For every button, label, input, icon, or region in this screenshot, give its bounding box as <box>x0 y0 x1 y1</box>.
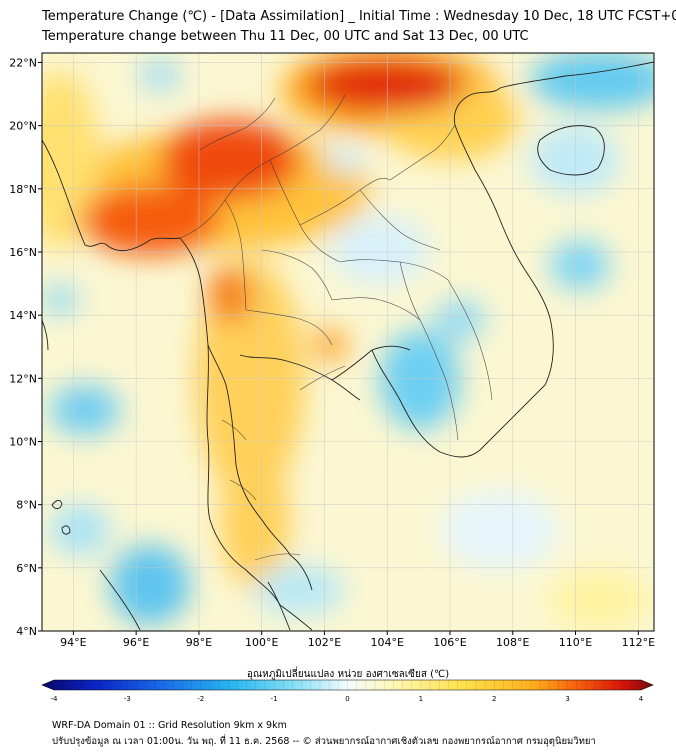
colorbar-tick-label: 0 <box>345 695 349 703</box>
colorbar <box>41 679 654 691</box>
lat-tick-label: 6°N <box>16 562 37 575</box>
footer-credit: ปรับปรุงข้อมูล ณ เวลา 01:00น. วัน พฤ. ที… <box>52 736 596 747</box>
lon-tick-label: 94°E <box>60 636 86 649</box>
colorbar-tick-label: 2 <box>492 695 496 703</box>
coastlines <box>42 61 654 631</box>
colorbar-tick-label: 3 <box>565 695 569 703</box>
footer-model-info: WRF-DA Domain 01 :: Grid Resolution 9km … <box>52 720 287 731</box>
map-title: Temperature Change (℃) - [Data Assimilat… <box>42 9 676 24</box>
lat-tick-label: 22°N <box>9 56 37 69</box>
lat-tick-label: 4°N <box>16 625 37 638</box>
temperature-field <box>42 53 654 631</box>
colorbar-tick-label: 1 <box>419 695 423 703</box>
lat-tick-label: 16°N <box>9 246 37 259</box>
lon-tick-label: 100°E <box>245 636 278 649</box>
lat-tick-label: 8°N <box>16 499 37 512</box>
lon-tick-label: 112°E <box>622 636 655 649</box>
lat-tick-label: 18°N <box>9 183 37 196</box>
lon-tick-label: 106°E <box>433 636 466 649</box>
map-subtitle: Temperature change between Thu 11 Dec, 0… <box>42 29 529 44</box>
colorbar-label: อุณหภูมิเปลี่ยนแปลง หน่วย องศาเซลเซียส (… <box>247 666 449 680</box>
lon-tick-label: 108°E <box>496 636 529 649</box>
lon-tick-label: 98°E <box>186 636 212 649</box>
colorbar-tick-label: -2 <box>197 695 204 703</box>
lat-tick-label: 12°N <box>9 372 37 385</box>
map-frame <box>41 52 655 632</box>
lat-tick-label: 10°N <box>9 435 37 448</box>
lon-tick-label: 102°E <box>308 636 341 649</box>
lat-tick-label: 20°N <box>9 120 37 133</box>
lon-tick-label: 104°E <box>371 636 404 649</box>
colorbar-tick-label: -4 <box>51 695 59 703</box>
lon-tick-label: 110°E <box>559 636 592 649</box>
province-borders <box>179 94 493 561</box>
longitude-tick-labels: 94°E 96°E 98°E 100°E 102°E 104°E 106°E 108°E 110… <box>60 631 655 649</box>
colorbar-ticks: -4 -3 -2 -1 0 1 2 3 4 <box>51 680 644 703</box>
lat-tick-label: 14°N <box>9 309 37 322</box>
lon-tick-label: 96°E <box>123 636 149 649</box>
map-gridlines <box>42 53 654 631</box>
colorbar-tick-label: -3 <box>124 695 131 703</box>
colorbar-tick-label: 4 <box>639 695 644 703</box>
colorbar-tick-label: -1 <box>271 695 278 703</box>
latitude-tick-labels: 4°N 6°N 8°N 10°N 12°N 14°N 16°N 18°N 20°N 22°N <box>9 56 42 638</box>
